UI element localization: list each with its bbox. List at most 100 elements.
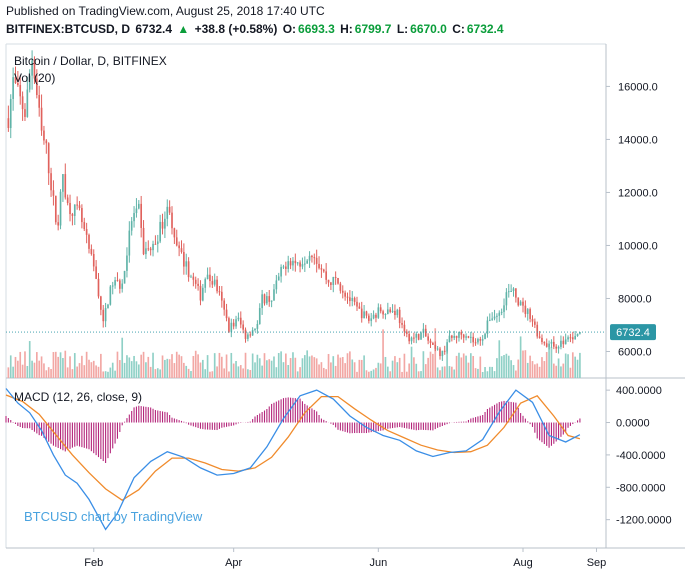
candle-body (472, 336, 475, 343)
volume-bar (462, 353, 465, 378)
volume-bar (107, 371, 109, 378)
candle-body (493, 316, 496, 319)
volume-bar (292, 352, 294, 378)
candle-body (510, 290, 512, 292)
candle-body (303, 263, 306, 265)
candle-body (180, 248, 183, 252)
candle-body (145, 248, 147, 255)
candle-body (325, 271, 327, 280)
candle-body (562, 340, 565, 345)
volume-bar (147, 356, 150, 378)
volume-bar (410, 346, 413, 378)
candle-body (396, 309, 399, 316)
volume-bar (372, 369, 375, 378)
volume-bar (225, 354, 228, 378)
volume-bar (266, 360, 268, 378)
macd-tick-label: 0.0000 (616, 418, 650, 430)
volume-bar (322, 367, 325, 378)
candle-body (123, 270, 126, 284)
volume-bar (517, 359, 520, 378)
candle-body (92, 254, 95, 267)
price-tick-label: 14000.0 (618, 134, 658, 146)
candle-body (531, 318, 534, 322)
candle-body (313, 257, 316, 259)
candle-body (202, 287, 204, 301)
volume-bar (451, 366, 453, 378)
volume-bar (263, 353, 266, 378)
volume-bar (178, 354, 180, 378)
candle-body (218, 291, 221, 293)
volume-bar (417, 371, 420, 378)
volume-bar (327, 353, 330, 378)
time-tick-label: Sep (587, 557, 607, 569)
high-label: H: (340, 22, 353, 36)
candle-body (322, 269, 325, 272)
volume-bar (128, 357, 131, 378)
candle-body (111, 285, 114, 287)
volume-bar (26, 365, 29, 378)
candle-body (579, 332, 581, 334)
volume-bar (66, 367, 69, 378)
candle-body (341, 290, 344, 293)
candle-body (308, 255, 311, 261)
volume-bar (453, 369, 456, 378)
candle-body (164, 218, 166, 229)
candle-body (443, 350, 446, 352)
candle-body (507, 291, 510, 293)
candle-body (73, 204, 76, 216)
volume-bar (69, 356, 71, 378)
open-label: O: (282, 22, 297, 36)
volume-bar (486, 371, 489, 378)
volume-bar (560, 366, 562, 378)
candle-body (90, 248, 93, 255)
candle-body (332, 276, 335, 285)
last-price-label: 6732.4 (135, 22, 173, 36)
volume-bar (382, 329, 384, 378)
macd-line (5, 388, 581, 531)
candle-body (261, 294, 263, 309)
candle-body (439, 348, 441, 357)
watermark: BTCUSD chart by TradingView (24, 509, 203, 524)
candle-body (394, 310, 396, 316)
candle-body (137, 203, 140, 209)
volume-bar (251, 353, 254, 378)
candle-body (360, 308, 363, 319)
candle-body (21, 96, 24, 110)
candle-body (52, 190, 55, 196)
candle-body (524, 305, 527, 314)
volume-bar (33, 362, 36, 378)
volume-bar (187, 368, 190, 378)
up-arrow-icon: ▲ (177, 22, 190, 36)
candle-body (481, 339, 484, 341)
candle-body (102, 309, 105, 322)
candle-body (154, 243, 157, 245)
candle-body (571, 337, 574, 340)
volume-bar (111, 362, 114, 378)
candle-body (223, 300, 226, 310)
volume-bar (204, 369, 207, 378)
volume-bar (211, 371, 214, 378)
candle-body (285, 266, 287, 269)
volume-bar (545, 352, 548, 378)
candle-body (26, 89, 29, 117)
candle-body (171, 212, 173, 229)
volume-bar (135, 361, 138, 378)
volume-bar (368, 371, 370, 378)
time-tick-label: Feb (84, 557, 103, 569)
candle-body (432, 342, 434, 345)
volume-bar (164, 359, 166, 378)
candle-body (330, 282, 332, 285)
price-tick-label: 10000.0 (618, 240, 658, 252)
candle-body (258, 308, 261, 324)
volume-bar (199, 362, 202, 378)
volume-bar (45, 370, 48, 378)
volume-bar (313, 357, 316, 378)
volume-bar (247, 369, 249, 378)
candle-body (363, 311, 365, 319)
price-tick-label: 12000.0 (618, 187, 658, 199)
candle-body (379, 307, 382, 312)
candle-body (256, 323, 259, 329)
volume-bar (358, 359, 361, 378)
volume-bar (43, 363, 45, 378)
